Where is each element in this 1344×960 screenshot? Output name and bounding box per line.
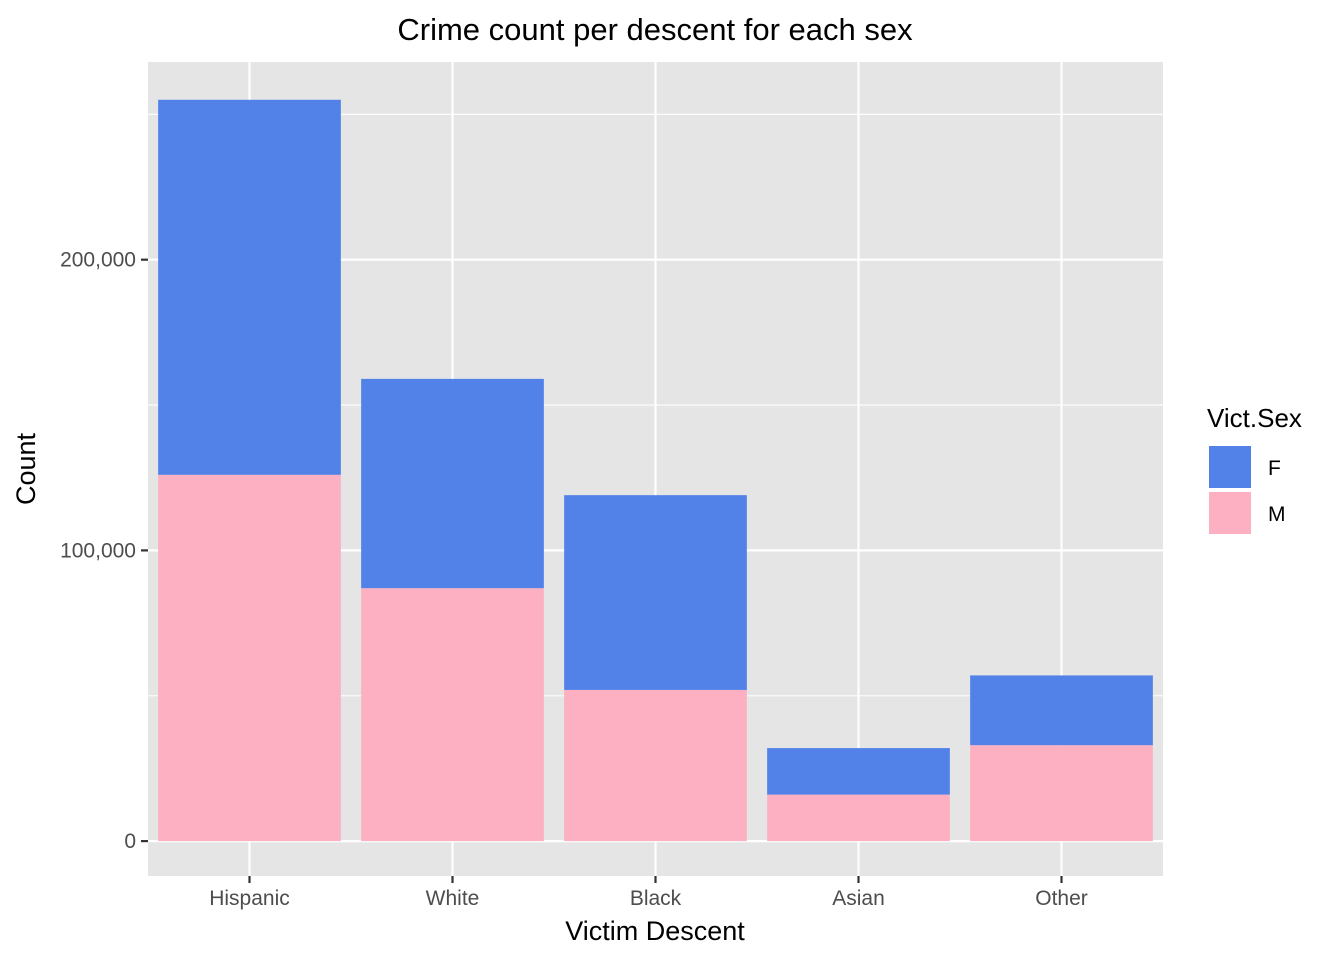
legend-label-m: M [1268, 503, 1286, 526]
bar-asian-f [767, 748, 950, 795]
bar-other-f [970, 675, 1153, 746]
bar-black-m [564, 689, 747, 842]
bar-hispanic-f [158, 99, 341, 475]
y-axis-title: Count [11, 432, 41, 505]
x-tick-label: Other [1035, 887, 1088, 910]
x-axis-title: Victim Descent [565, 916, 745, 946]
y-tick-label: 200,000 [60, 249, 136, 272]
bars [158, 99, 1153, 842]
x-axis: Hispanic White Black Asian Other [209, 876, 1088, 910]
bar-white-f [361, 378, 544, 589]
x-tick-label: Black [630, 887, 682, 910]
bar-other-m [970, 745, 1153, 842]
y-axis: 0 100,000 200,000 [60, 249, 148, 853]
legend-swatch-m [1209, 492, 1251, 534]
y-tick-label: 0 [124, 830, 136, 853]
legend: Vict.Sex F M [1207, 403, 1302, 534]
bar-white-m [361, 588, 544, 842]
bar-asian-m [767, 794, 950, 842]
chart-title: Crime count per descent for each sex [397, 12, 913, 47]
y-tick-label: 100,000 [60, 539, 136, 562]
bar-black-f [564, 495, 747, 690]
bar-hispanic-m [158, 474, 341, 842]
x-tick-label: Hispanic [209, 887, 290, 910]
legend-title: Vict.Sex [1207, 403, 1302, 433]
legend-swatch-f [1209, 446, 1251, 488]
x-tick-label: White [426, 887, 480, 910]
legend-label-f: F [1268, 457, 1281, 480]
x-tick-label: Asian [832, 887, 885, 910]
